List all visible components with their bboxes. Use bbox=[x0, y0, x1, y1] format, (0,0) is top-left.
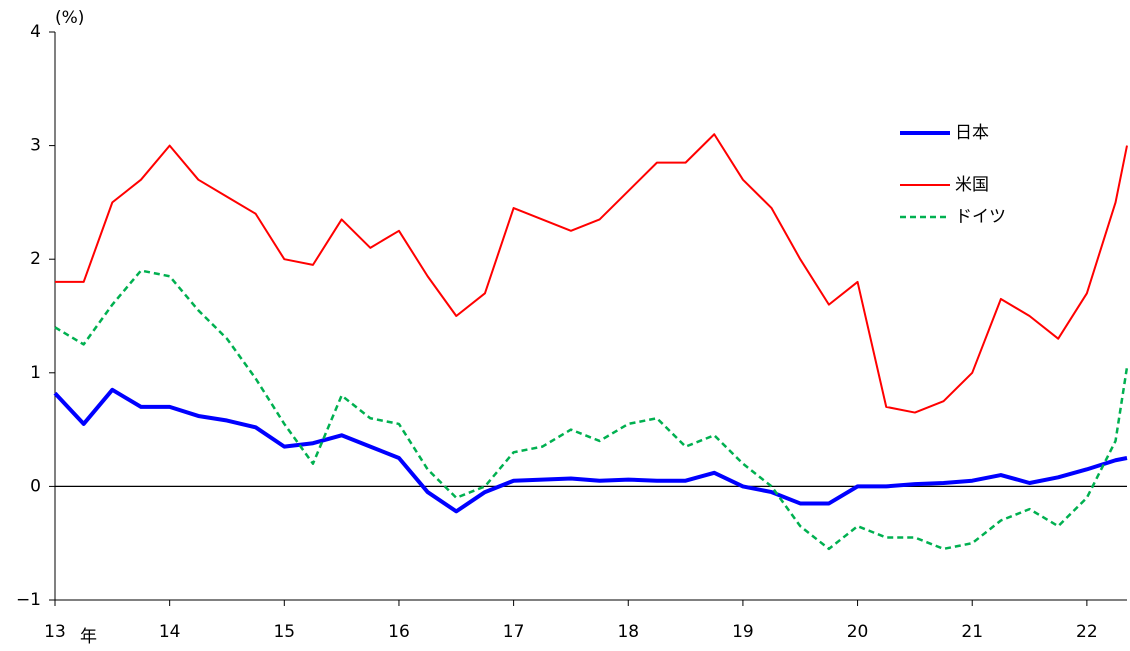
y-tick-label: 4 bbox=[30, 22, 41, 42]
legend-label: 日本 bbox=[955, 123, 989, 143]
x-tick-label: 18 bbox=[617, 622, 639, 642]
y-tick-label: 2 bbox=[30, 249, 41, 269]
series-line bbox=[55, 133, 1128, 414]
x-tick-label: 13 bbox=[44, 622, 66, 642]
x-tick-label: 16 bbox=[388, 622, 410, 642]
x-tick-label: 19 bbox=[732, 622, 754, 642]
legend-label: 米国 bbox=[955, 175, 989, 195]
y-tick-label: 1 bbox=[30, 363, 41, 383]
y-axis-label: (%) bbox=[55, 8, 84, 28]
y-tick-label: 0 bbox=[30, 476, 41, 496]
y-tick-label: 3 bbox=[30, 136, 41, 156]
x-tick-label: 22 bbox=[1076, 622, 1098, 642]
x-tick-label: 21 bbox=[961, 622, 983, 642]
legend-label: ドイツ bbox=[955, 207, 1006, 227]
series-line bbox=[53, 387, 1128, 514]
x-tick-label: 20 bbox=[847, 622, 869, 642]
y-tick-label: −1 bbox=[16, 590, 41, 610]
series-line bbox=[54, 269, 1129, 551]
x-axis-label: 年 bbox=[80, 627, 97, 647]
x-tick-label: 14 bbox=[159, 622, 181, 642]
x-tick-label: 15 bbox=[273, 622, 295, 642]
x-tick-label: 17 bbox=[503, 622, 525, 642]
